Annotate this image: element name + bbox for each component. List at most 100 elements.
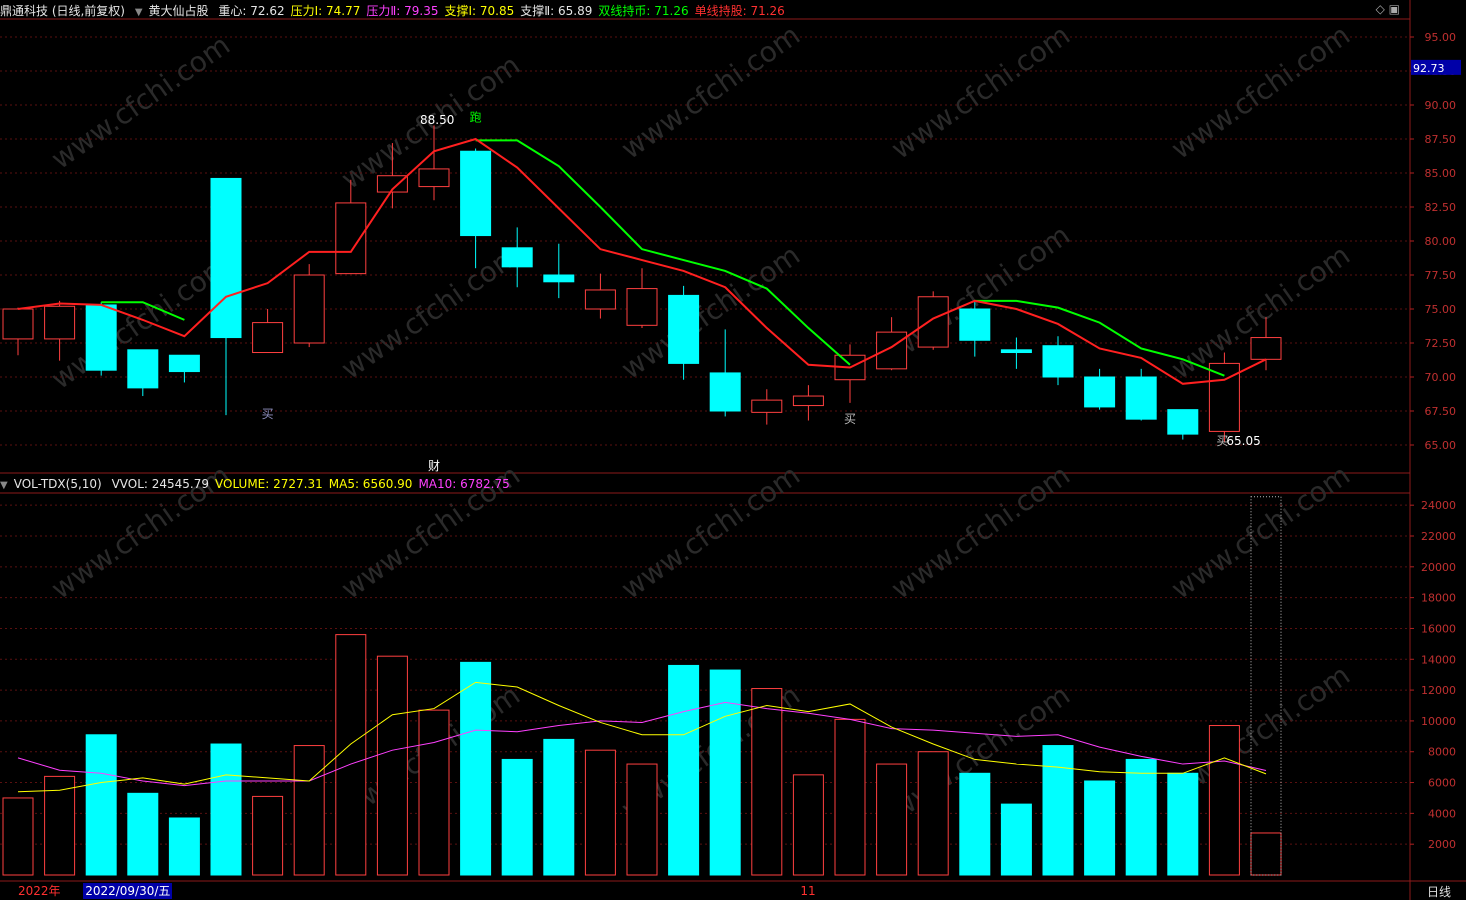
hold-stock-line-0: [17, 137, 1267, 385]
current-price-badge-bg: [1411, 59, 1461, 75]
volume-bar-6: [252, 795, 284, 876]
vol-indicator-title[interactable]: VOL-TDX(5,10): [13, 477, 102, 491]
volume-bar-27: [1125, 758, 1157, 876]
volume-bar-10: [418, 709, 450, 876]
candle-body-10: [418, 168, 450, 188]
candle-body-23: [959, 308, 991, 341]
volume-bar-15: [626, 763, 658, 876]
marker-5: 65.05: [1226, 434, 1260, 448]
candle-body-30: [1250, 337, 1282, 360]
price-tick-label-1: 67.50: [1425, 405, 1457, 418]
panel-controls: ◇ ▣: [1376, 2, 1400, 16]
candle-body-22: [917, 296, 949, 348]
volume-item-0: VVOL: 24545.79: [111, 477, 210, 491]
volume-bar-25: [1042, 745, 1074, 876]
ma10-line: [17, 701, 1267, 787]
marker-4: 买: [1216, 434, 1228, 448]
volume-panel-header: ▼ VOL-TDX(5,10) VVOL: 24545.79 VOLUME: 272…: [0, 475, 522, 493]
price-tick-label-5: 77.50: [1425, 269, 1457, 282]
watermark-0: www.cfchi.com: [45, 28, 236, 175]
candle-body-25: [1042, 345, 1074, 378]
ma5-line: [17, 681, 1267, 793]
volume-bar-3: [127, 792, 159, 876]
volume-bar-13: [543, 738, 575, 876]
volume-bar-14: [584, 749, 616, 876]
marker-3: 买: [844, 412, 856, 426]
diamond-icon[interactable]: ◇: [1375, 2, 1385, 16]
hold-cash-line-0: [101, 301, 185, 321]
volume-item-2: MA5: 6560.90: [328, 477, 413, 491]
volume-bar-17: [709, 669, 741, 876]
candle-body-27: [1125, 376, 1157, 420]
indicator-item-4: 支撑Ⅱ: 65.89: [520, 4, 593, 18]
collapse-triangle-icon[interactable]: ▼: [134, 7, 143, 18]
price-panel-header: 鼎通科技 (日线,前复权) ▼ 黄大仙占股 重心: 72.62 压力Ⅰ: 74.77…: [0, 2, 797, 20]
volume-bar-8: [335, 634, 367, 876]
stock-title[interactable]: 鼎通科技 (日线,前复权): [0, 4, 125, 18]
watermark-2: www.cfchi.com: [615, 18, 806, 165]
candle-body-11: [460, 150, 492, 237]
indicator-item-2: 压力Ⅱ: 79.35: [366, 4, 439, 18]
watermark-9: www.cfchi.com: [1165, 458, 1356, 605]
volume-bar-20: [834, 718, 866, 876]
date-label-1: 2022/09/30/五: [83, 883, 173, 899]
candle-body-1: [44, 305, 76, 340]
indicator-item-3: 支撑Ⅰ: 70.85: [444, 4, 515, 18]
indicator-values: 重心: 72.62 压力Ⅰ: 74.77 压力Ⅱ: 79.35 支撑Ⅰ: 70.85 支…: [218, 4, 790, 18]
candle-body-9: [376, 175, 408, 193]
price-tick-label-8: 85.00: [1425, 167, 1457, 180]
volume-bar-1: [44, 775, 76, 876]
volume-bar-24: [1000, 803, 1032, 876]
indicator-name[interactable]: 黄大仙占股: [148, 4, 209, 18]
price-tick-label-10: 90.00: [1425, 99, 1457, 112]
marker-1: 88.50: [420, 113, 454, 127]
volume-bar-12: [501, 758, 533, 876]
volume-bar-2: [85, 734, 117, 876]
volume-tick-label-2: 6000: [1428, 777, 1456, 790]
candle-body-7: [293, 274, 325, 344]
volume-bar-19: [792, 774, 824, 876]
marker-0: 买: [262, 407, 274, 421]
collapse-triangle-icon[interactable]: ▼: [0, 480, 8, 491]
price-tick-label-6: 80.00: [1425, 235, 1457, 248]
hold-cash-line-1: [475, 139, 851, 366]
price-tick-label-2: 70.00: [1425, 371, 1457, 384]
volume-bar-4: [168, 817, 200, 876]
candle-body-14: [584, 289, 616, 310]
watermark-3: www.cfchi.com: [885, 18, 1076, 165]
panel-icon[interactable]: ▣: [1388, 2, 1400, 16]
volume-bar-9: [376, 655, 408, 876]
volume-bar-11: [460, 661, 492, 876]
volume-tick-label-3: 8000: [1428, 746, 1456, 759]
volume-tick-label-6: 14000: [1421, 653, 1456, 666]
volume-bar-21: [876, 763, 908, 876]
price-tick-label-12: 95.00: [1425, 31, 1457, 44]
indicator-item-5: 双线持币: 71.26: [598, 4, 689, 18]
volume-tick-label-0: 2000: [1428, 838, 1456, 851]
candle-body-3: [127, 349, 159, 389]
candle-body-15: [626, 288, 658, 326]
volume-tick-label-9: 20000: [1421, 561, 1456, 574]
volume-bar-26: [1084, 780, 1116, 876]
watermark-13: www.cfchi.com: [885, 218, 1076, 365]
candle-body-8: [335, 202, 367, 275]
marker-2: 跑: [470, 110, 482, 124]
candle-body-5: [210, 177, 242, 339]
volume-bar-28: [1167, 772, 1199, 876]
volume-bar-7: [293, 745, 325, 876]
price-tick-label-4: 75.00: [1425, 303, 1457, 316]
candle-body-21: [876, 331, 908, 370]
volume-tick-label-7: 16000: [1421, 622, 1456, 635]
candle-body-4: [168, 354, 200, 373]
candle-body-17: [709, 372, 741, 412]
price-tick-label-9: 87.50: [1425, 133, 1457, 146]
period-label[interactable]: 日线: [1426, 885, 1451, 899]
volume-tick-label-5: 12000: [1421, 684, 1456, 697]
volume-bar-30: [1250, 832, 1282, 876]
volume-item-1: VOLUME: 2727.31: [215, 477, 323, 491]
hold-cash-line-2: [974, 299, 1225, 377]
candle-body-18: [751, 399, 783, 413]
candle-body-19: [792, 395, 824, 407]
candle-body-24: [1000, 349, 1032, 354]
